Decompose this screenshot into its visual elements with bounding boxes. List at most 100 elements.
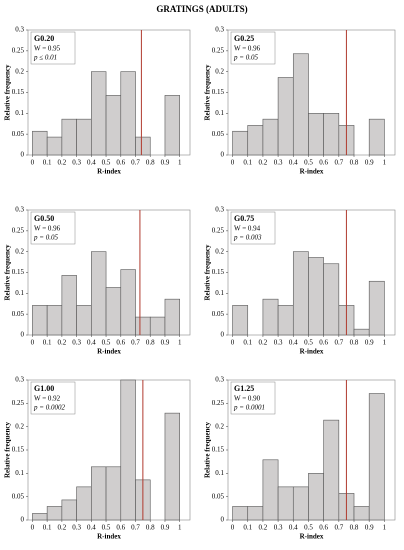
bar	[76, 486, 92, 521]
stat: W = 0.95	[34, 45, 61, 53]
bar	[105, 95, 122, 156]
y-tick-label: 0	[221, 516, 225, 524]
bar	[76, 305, 92, 336]
x-tick-label: 0.6	[319, 339, 328, 347]
y-axis-label: Relative frequency	[4, 244, 12, 301]
y-tick-label: 0.05	[12, 130, 25, 138]
stats-box	[30, 381, 76, 415]
bar	[368, 393, 385, 521]
bar	[368, 118, 385, 156]
bar	[91, 71, 107, 156]
panel-name: G0.25	[234, 34, 254, 43]
x-tick-label: 0.7	[334, 524, 343, 532]
x-tick-label: 0.3	[274, 524, 283, 532]
stat: W = 0.90	[234, 395, 261, 403]
stat: W = 0.96	[34, 225, 61, 233]
stat: p = 0.05	[33, 234, 58, 242]
y-axis-label: Relative frequency	[4, 64, 12, 121]
x-tick-label: 0	[31, 339, 35, 347]
bar	[120, 269, 136, 336]
y-tick-label: 0.1	[215, 469, 224, 477]
bar	[292, 251, 309, 336]
x-tick-label: 0.9	[365, 524, 374, 532]
x-tick-label: 0.1	[43, 339, 52, 347]
y-tick-label: 0.1	[215, 289, 224, 297]
bar	[61, 275, 77, 336]
y-tick-label: 0	[221, 151, 225, 159]
x-tick-label: 0.8	[146, 339, 155, 347]
y-tick-label: 0.3	[15, 376, 24, 384]
bar	[353, 506, 370, 521]
y-tick-label: 0.15	[12, 88, 25, 96]
y-tick-label: 0.1	[15, 289, 24, 297]
x-axis-label: R-index	[300, 348, 324, 356]
bar	[120, 71, 136, 156]
y-tick-label: 0.15	[212, 268, 225, 276]
y-tick-label: 0.15	[212, 446, 225, 454]
x-tick-label: 0.4	[87, 159, 96, 167]
x-tick-label: 0.3	[72, 524, 81, 532]
x-tick-label: 1	[178, 339, 182, 347]
x-tick-label: 1	[178, 524, 182, 532]
y-axis-label: Relative frequency	[204, 421, 212, 478]
bar	[277, 486, 294, 521]
bar	[247, 506, 264, 521]
bar	[164, 412, 180, 521]
x-tick-label: 0.1	[243, 159, 252, 167]
bar	[32, 130, 48, 156]
x-tick-label: 0	[31, 524, 35, 532]
stat: p = 0.0002	[33, 404, 65, 412]
x-tick-label: 0.5	[304, 159, 313, 167]
y-tick-label: 0.2	[15, 67, 24, 75]
y-tick-label: 0.25	[12, 46, 25, 54]
y-tick-label: 0.3	[215, 206, 224, 214]
x-tick-label: 0.5	[102, 159, 111, 167]
x-tick-label: 0.9	[161, 339, 170, 347]
x-tick-label: 0.8	[350, 159, 359, 167]
bar	[120, 379, 136, 521]
bar	[262, 459, 279, 521]
bar	[164, 298, 180, 336]
y-tick-label: 0	[21, 151, 25, 159]
x-tick-label: 1	[178, 159, 182, 167]
x-axis-label: R-index	[97, 348, 121, 356]
x-tick-label: 0.5	[102, 524, 111, 532]
stat: W = 0.92	[34, 395, 61, 403]
bar	[308, 257, 324, 336]
y-tick-label: 0.15	[12, 268, 25, 276]
y-tick-label: 0.25	[12, 226, 25, 234]
x-axis-label: R-index	[97, 168, 121, 176]
x-tick-label: 0.3	[274, 339, 283, 347]
bar	[164, 95, 180, 156]
bar	[292, 486, 309, 521]
bar	[135, 136, 151, 156]
x-tick-label: 0.2	[57, 339, 66, 347]
x-tick-label: 0.2	[259, 339, 268, 347]
bar	[149, 316, 166, 336]
bar	[46, 136, 63, 156]
stat: p = 0.0001	[233, 404, 265, 412]
y-tick-label: 0.05	[212, 492, 225, 500]
x-tick-label: 0.3	[274, 159, 283, 167]
bar	[232, 130, 249, 156]
bar	[323, 419, 340, 521]
bar	[61, 499, 77, 521]
bar	[135, 316, 151, 336]
panel-name: G1.25	[234, 384, 254, 393]
y-tick-label: 0.3	[15, 206, 24, 214]
bar	[32, 513, 48, 521]
bar	[323, 113, 340, 156]
bar	[232, 305, 249, 336]
x-tick-label: 0.3	[72, 339, 81, 347]
y-axis-label: Relative frequency	[4, 421, 12, 478]
y-tick-label: 0	[21, 516, 25, 524]
x-axis-label: R-index	[300, 533, 324, 541]
x-tick-label: 0.7	[131, 339, 140, 347]
y-tick-label: 0.25	[12, 399, 25, 407]
y-tick-label: 0.05	[12, 492, 25, 500]
stat: W = 0.96	[234, 45, 261, 53]
y-tick-label: 0.05	[12, 310, 25, 318]
x-tick-label: 0.3	[72, 159, 81, 167]
stat: W = 0.94	[234, 225, 261, 233]
x-tick-label: 0.5	[102, 339, 111, 347]
